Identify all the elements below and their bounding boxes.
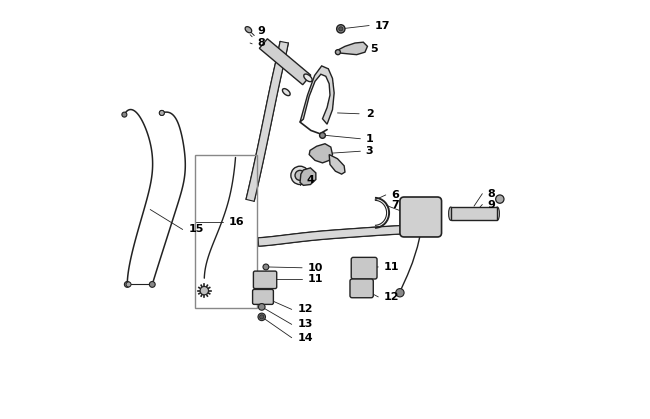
Circle shape xyxy=(258,313,265,321)
Polygon shape xyxy=(450,207,497,220)
Circle shape xyxy=(122,112,127,117)
Circle shape xyxy=(200,287,209,295)
Circle shape xyxy=(150,282,155,287)
Text: 8: 8 xyxy=(257,38,265,48)
Circle shape xyxy=(335,50,341,54)
Polygon shape xyxy=(246,41,289,201)
Polygon shape xyxy=(329,155,345,174)
Circle shape xyxy=(295,171,305,180)
FancyBboxPatch shape xyxy=(400,197,441,237)
Text: 2: 2 xyxy=(366,109,374,119)
Text: 1: 1 xyxy=(366,134,374,144)
Text: 15: 15 xyxy=(188,225,204,235)
Text: 10: 10 xyxy=(307,263,323,273)
Circle shape xyxy=(124,282,130,287)
Bar xyxy=(195,155,257,308)
FancyBboxPatch shape xyxy=(350,279,373,298)
Circle shape xyxy=(259,304,265,310)
Text: 14: 14 xyxy=(298,333,313,343)
Polygon shape xyxy=(309,144,333,163)
Polygon shape xyxy=(300,168,316,185)
Polygon shape xyxy=(258,224,441,246)
Polygon shape xyxy=(300,66,334,124)
Polygon shape xyxy=(259,39,311,85)
Ellipse shape xyxy=(495,207,499,220)
Text: 7: 7 xyxy=(391,200,398,210)
FancyBboxPatch shape xyxy=(254,271,277,289)
Text: 16: 16 xyxy=(228,217,244,227)
Text: 5: 5 xyxy=(370,44,378,54)
Circle shape xyxy=(496,195,504,203)
Text: 4: 4 xyxy=(306,176,314,185)
Text: 11: 11 xyxy=(307,274,323,285)
Circle shape xyxy=(126,282,131,287)
Text: 13: 13 xyxy=(298,319,313,329)
FancyBboxPatch shape xyxy=(351,257,377,279)
Circle shape xyxy=(339,27,343,31)
Circle shape xyxy=(159,111,164,115)
Text: 6: 6 xyxy=(391,190,398,200)
Ellipse shape xyxy=(283,88,290,96)
Circle shape xyxy=(159,111,164,115)
Ellipse shape xyxy=(245,27,252,33)
FancyBboxPatch shape xyxy=(253,290,274,304)
Polygon shape xyxy=(335,42,367,54)
Circle shape xyxy=(413,208,432,226)
Text: 12: 12 xyxy=(384,292,398,302)
Ellipse shape xyxy=(304,74,312,82)
Text: 12: 12 xyxy=(298,304,313,314)
Circle shape xyxy=(337,25,345,33)
Circle shape xyxy=(417,211,428,223)
Text: 9: 9 xyxy=(488,199,495,210)
Circle shape xyxy=(320,132,326,138)
Ellipse shape xyxy=(448,207,453,220)
Text: 8: 8 xyxy=(488,189,495,199)
Text: 3: 3 xyxy=(366,146,373,156)
Text: 17: 17 xyxy=(375,21,391,31)
Text: 11: 11 xyxy=(384,262,398,272)
Circle shape xyxy=(259,315,264,319)
Circle shape xyxy=(291,166,309,184)
Circle shape xyxy=(263,264,269,270)
Text: 9: 9 xyxy=(257,26,265,36)
Circle shape xyxy=(396,289,404,297)
